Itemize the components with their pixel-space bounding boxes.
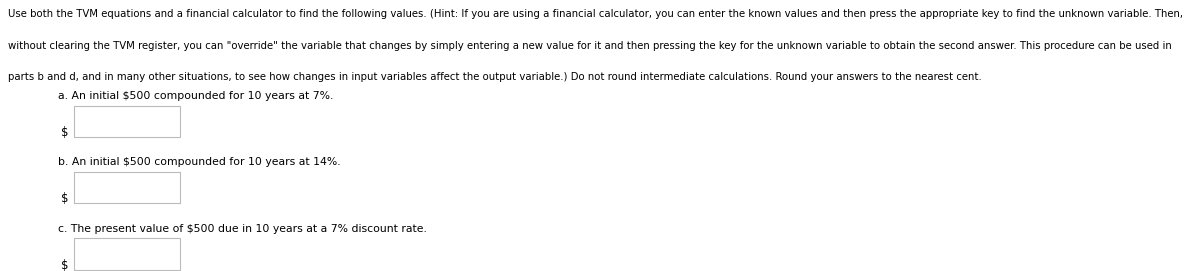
Text: Use both the TVM equations and a financial calculator to find the following valu: Use both the TVM equations and a financi…	[8, 9, 1183, 20]
FancyBboxPatch shape	[74, 172, 180, 203]
FancyBboxPatch shape	[74, 238, 180, 270]
Text: parts b and d, and in many other situations, to see how changes in input variabl: parts b and d, and in many other situati…	[8, 72, 982, 82]
Text: $: $	[61, 126, 68, 139]
FancyBboxPatch shape	[74, 106, 180, 137]
Text: $: $	[61, 259, 68, 271]
Text: $: $	[61, 192, 68, 205]
Text: a. An initial $500 compounded for 10 years at 7%.: a. An initial $500 compounded for 10 yea…	[58, 91, 332, 101]
Text: c. The present value of $500 due in 10 years at a 7% discount rate.: c. The present value of $500 due in 10 y…	[58, 224, 426, 234]
Text: without clearing the TVM register, you can "override" the variable that changes : without clearing the TVM register, you c…	[8, 41, 1172, 51]
Text: b. An initial $500 compounded for 10 years at 14%.: b. An initial $500 compounded for 10 yea…	[58, 157, 341, 167]
